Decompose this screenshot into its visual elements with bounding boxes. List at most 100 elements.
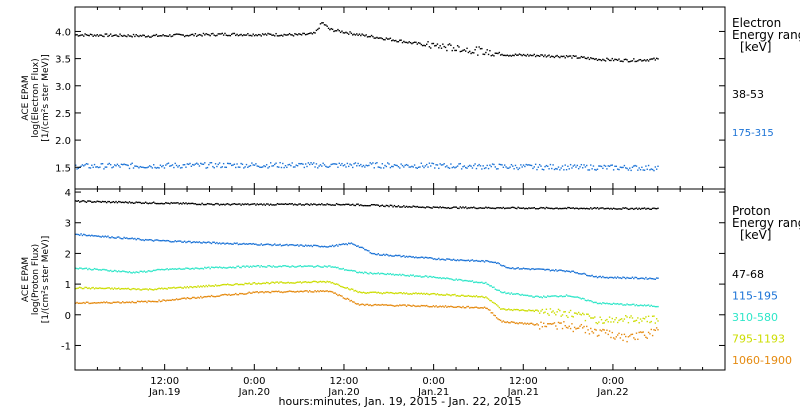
data-point: [178, 267, 180, 270]
data-point: [504, 265, 506, 267]
data-point: [112, 288, 115, 290]
data-point: [127, 301, 129, 304]
data-point: [590, 57, 592, 59]
data-point: [322, 204, 324, 206]
data-point: [499, 319, 502, 322]
data-point: [616, 59, 619, 61]
data-point: [104, 166, 106, 168]
data-point: [366, 272, 369, 275]
data-point: [456, 259, 459, 261]
data-point: [126, 201, 128, 204]
data-point: [459, 306, 462, 308]
data-point: [123, 301, 125, 304]
data-point: [385, 273, 388, 276]
data-point: [393, 164, 396, 166]
data-point: [638, 207, 640, 209]
data-point: [360, 34, 362, 37]
data-point: [327, 203, 330, 206]
data-point: [517, 293, 519, 295]
data-point: [612, 337, 615, 339]
data-point: [88, 234, 90, 237]
data-point: [590, 317, 592, 319]
data-point: [265, 281, 268, 284]
data-point: [213, 203, 215, 206]
data-point: [473, 281, 475, 284]
data-point: [421, 206, 424, 208]
data-point: [213, 295, 215, 298]
data-point: [385, 291, 388, 294]
data-point: [272, 204, 275, 206]
data-point: [657, 320, 659, 322]
data-point: [356, 165, 358, 167]
data-point: [206, 295, 209, 298]
data-point: [509, 166, 511, 168]
data-point: [306, 203, 308, 205]
data-point: [495, 262, 498, 265]
data-point: [144, 288, 147, 290]
data-point: [537, 310, 540, 312]
data-point: [432, 258, 435, 260]
data-point: [514, 322, 517, 325]
data-point: [474, 207, 476, 209]
data-point: [627, 336, 630, 338]
data-point: [541, 54, 544, 56]
data-point: [268, 283, 271, 285]
data-point: [452, 279, 455, 281]
data-point: [513, 54, 515, 57]
data-point: [174, 240, 176, 242]
data-point: [213, 167, 215, 169]
data-point: [440, 258, 443, 261]
data-point: [466, 207, 468, 210]
data-point: [373, 252, 375, 255]
data-point: [600, 165, 603, 168]
data-point: [489, 285, 491, 287]
data-point: [196, 203, 198, 206]
data-point: [132, 167, 135, 169]
data-point: [123, 288, 125, 290]
data-point: [165, 164, 167, 166]
data-point: [463, 307, 466, 309]
data-point: [80, 34, 82, 36]
data-point: [421, 44, 424, 47]
data-point: [247, 265, 249, 267]
data-point: [567, 295, 569, 297]
data-point: [373, 303, 375, 306]
data-point: [537, 268, 540, 270]
data-point: [354, 302, 357, 305]
data-point: [491, 312, 494, 314]
data-point: [466, 305, 468, 308]
data-point: [131, 288, 133, 290]
data-point: [469, 280, 471, 282]
data-point: [157, 268, 159, 271]
data-point: [79, 34, 81, 37]
data-point: [549, 163, 552, 166]
data-point: [448, 278, 451, 280]
data-point: [430, 257, 432, 259]
data-point: [306, 265, 308, 268]
data-point: [458, 305, 460, 308]
data-point: [282, 291, 284, 294]
data-point: [130, 163, 132, 166]
data-point: [575, 272, 577, 274]
data-point: [92, 35, 94, 37]
data-point: [166, 202, 168, 204]
data-point: [114, 164, 116, 166]
data-point: [196, 267, 198, 269]
data-point: [151, 35, 154, 37]
data-point: [231, 203, 233, 206]
data-point: [270, 33, 272, 35]
data-point: [641, 60, 643, 62]
data-point: [631, 60, 634, 62]
data-point: [416, 275, 418, 277]
data-point: [116, 35, 119, 37]
data-point: [163, 35, 166, 37]
data-point: [83, 165, 85, 167]
data-point: [170, 201, 172, 204]
data-point: [579, 166, 581, 168]
data-point: [508, 267, 510, 269]
data-point: [451, 49, 453, 52]
data-point: [249, 242, 252, 245]
data-point: [588, 208, 591, 210]
data-point: [76, 200, 78, 202]
data-point: [372, 304, 374, 307]
